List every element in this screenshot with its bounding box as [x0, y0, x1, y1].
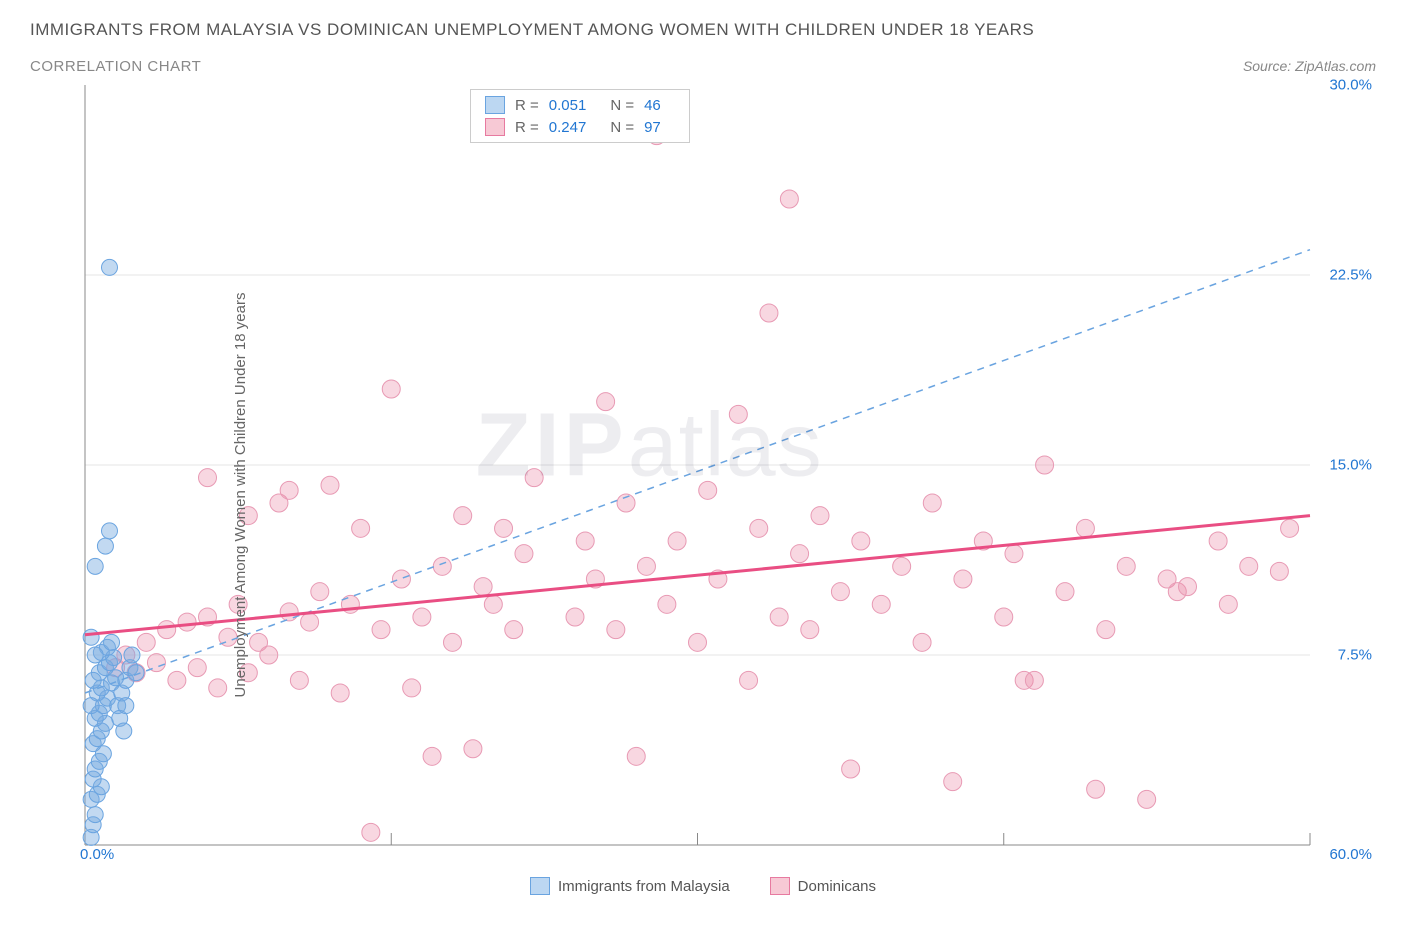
r-label-1: R =	[515, 119, 539, 136]
legend-series-label-0: Immigrants from Malaysia	[558, 878, 730, 895]
x-tick-max: 60.0%	[1329, 846, 1372, 863]
y-axis-label: Unemployment Among Women with Children U…	[232, 293, 249, 698]
n-value-1: 97	[644, 119, 661, 136]
legend-stats-row-1: R = 0.247 N = 97	[471, 116, 689, 138]
x-tick-min: 0.0%	[80, 846, 114, 863]
correlation-chart: Unemployment Among Women with Children U…	[30, 85, 1376, 905]
y-tick-label: 22.5%	[1329, 267, 1372, 284]
legend-swatch-0	[485, 96, 505, 114]
source-attribution: Source: ZipAtlas.com	[1243, 58, 1376, 74]
legend-series-item-0: Immigrants from Malaysia	[530, 877, 730, 895]
legend-swatch-1	[485, 118, 505, 136]
n-label-0: N =	[610, 97, 634, 114]
legend-series-item-1: Dominicans	[770, 877, 876, 895]
y-tick-label: 15.0%	[1329, 457, 1372, 474]
chart-subtitle: CORRELATION CHART	[30, 58, 201, 75]
legend-stats: R = 0.051 N = 46 R = 0.247 N = 97	[470, 89, 690, 143]
y-tick-label: 30.0%	[1329, 77, 1372, 94]
legend-series-swatch-0	[530, 877, 550, 895]
chart-title: IMMIGRANTS FROM MALAYSIA VS DOMINICAN UN…	[30, 20, 1376, 40]
legend-stats-row-0: R = 0.051 N = 46	[471, 94, 689, 116]
legend-series-label-1: Dominicans	[798, 878, 876, 895]
y-tick-label: 7.5%	[1338, 647, 1372, 664]
legend-series-swatch-1	[770, 877, 790, 895]
subtitle-row: CORRELATION CHART Source: ZipAtlas.com	[30, 58, 1376, 75]
r-value-0: 0.051	[549, 97, 587, 114]
n-value-0: 46	[644, 97, 661, 114]
r-label-0: R =	[515, 97, 539, 114]
n-label-1: N =	[610, 119, 634, 136]
legend-series: Immigrants from Malaysia Dominicans	[30, 877, 1376, 895]
r-value-1: 0.247	[549, 119, 587, 136]
